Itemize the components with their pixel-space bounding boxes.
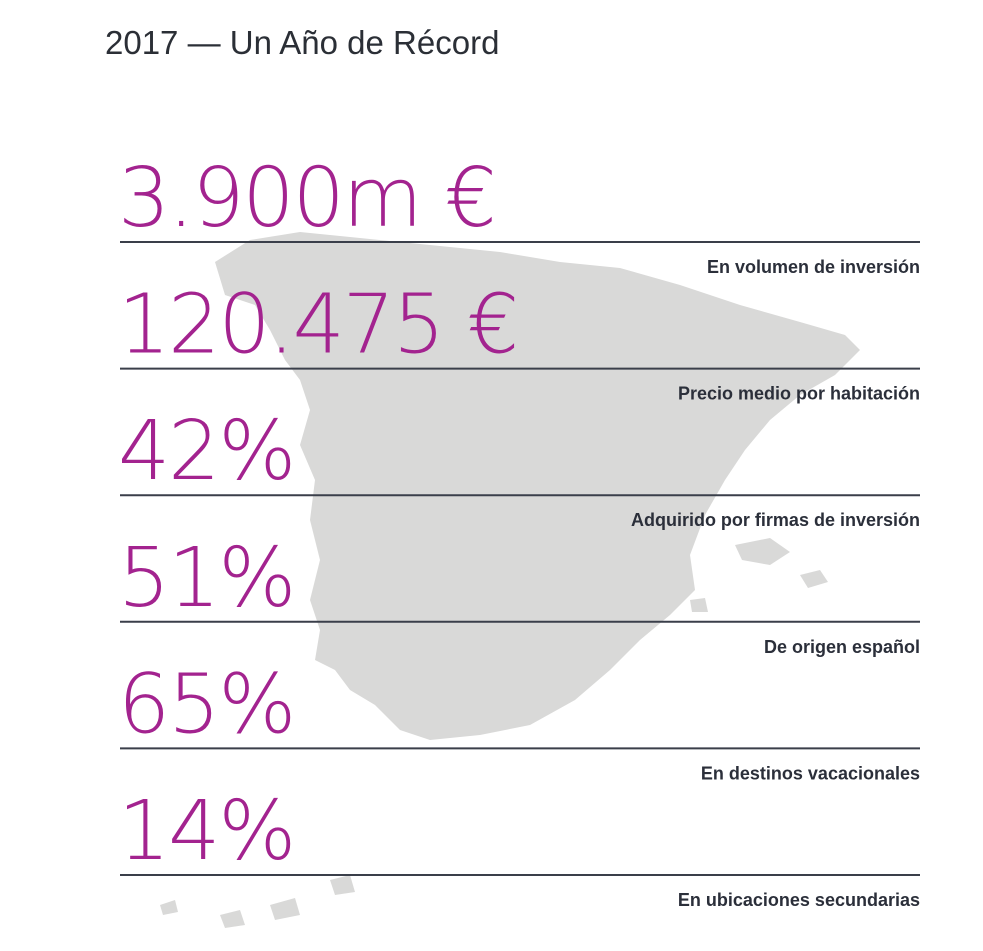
stat-value: 51% [118,531,294,626]
stat-list: 3.900m € En volumen de inversión 120.475 €… [118,151,920,910]
stat-label: En volumen de inversión [707,257,920,277]
stat-label: En destinos vacacionales [701,763,920,783]
spain-map [160,232,860,928]
title: 2017 — Un Año de Récord [105,24,499,61]
stat-value: 3.900m € [118,151,495,246]
stat-value: 65% [118,657,294,752]
stat-label: Adquirido por firmas de inversión [631,510,920,530]
stat-label: De origen español [764,637,920,657]
stat-label: Precio medio por habitación [678,384,920,404]
stat-label: En ubicaciones secundarias [678,890,920,910]
stat-value: 42% [118,404,294,499]
stat-value: 120.475 € [118,278,517,373]
stat-value: 14% [118,784,294,879]
